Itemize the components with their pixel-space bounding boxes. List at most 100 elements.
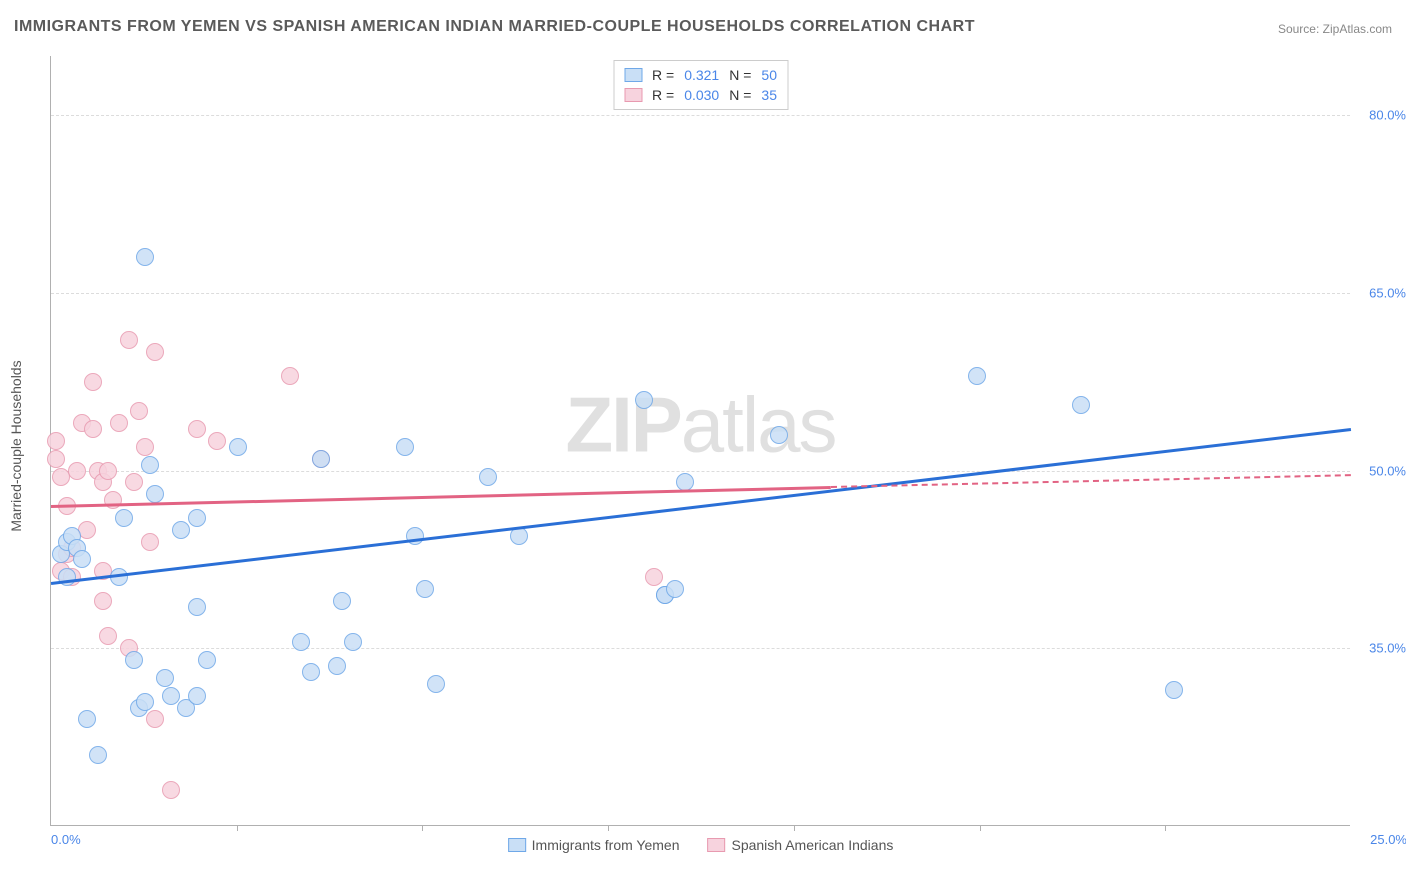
scatter-point-pink	[110, 414, 128, 432]
scatter-point-pink	[84, 373, 102, 391]
watermark-bold: ZIP	[565, 381, 680, 469]
scatter-point-blue	[78, 710, 96, 728]
scatter-point-pink	[84, 420, 102, 438]
scatter-point-blue	[146, 485, 164, 503]
scatter-point-blue	[292, 633, 310, 651]
scatter-point-pink	[136, 438, 154, 456]
scatter-point-pink	[281, 367, 299, 385]
scatter-point-blue	[229, 438, 247, 456]
scatter-point-blue	[635, 391, 653, 409]
scatter-point-blue	[1165, 681, 1183, 699]
gridline	[51, 115, 1350, 116]
y-tick-label: 35.0%	[1356, 641, 1406, 656]
legend-stats-row-blue: R = 0.321 N = 50	[624, 65, 777, 85]
scatter-point-blue	[136, 248, 154, 266]
x-tick	[237, 825, 238, 831]
scatter-point-blue	[427, 675, 445, 693]
x-tick	[794, 825, 795, 831]
n-value-blue: 50	[761, 65, 777, 85]
scatter-point-blue	[396, 438, 414, 456]
scatter-point-blue	[115, 509, 133, 527]
scatter-point-blue	[968, 367, 986, 385]
scatter-point-blue	[89, 746, 107, 764]
scatter-point-pink	[645, 568, 663, 586]
scatter-point-pink	[104, 491, 122, 509]
legend-stats-row-pink: R = 0.030 N = 35	[624, 85, 777, 105]
scatter-point-pink	[120, 331, 138, 349]
scatter-point-pink	[146, 343, 164, 361]
x-tick-label: 25.0%	[1370, 832, 1406, 847]
scatter-point-pink	[162, 781, 180, 799]
scatter-point-blue	[198, 651, 216, 669]
scatter-point-pink	[47, 432, 65, 450]
legend-stats: R = 0.321 N = 50 R = 0.030 N = 35	[613, 60, 788, 110]
r-value-blue: 0.321	[684, 65, 719, 85]
scatter-point-blue	[666, 580, 684, 598]
x-tick	[980, 825, 981, 831]
scatter-point-pink	[125, 473, 143, 491]
scatter-point-pink	[78, 521, 96, 539]
scatter-point-pink	[130, 402, 148, 420]
legend-label-pink: Spanish American Indians	[731, 837, 893, 853]
y-tick-label: 80.0%	[1356, 108, 1406, 123]
gridline	[51, 293, 1350, 294]
scatter-point-blue	[73, 550, 91, 568]
scatter-point-blue	[479, 468, 497, 486]
scatter-point-blue	[188, 598, 206, 616]
scatter-point-blue	[1072, 396, 1090, 414]
scatter-point-blue	[302, 663, 320, 681]
swatch-pink	[624, 88, 642, 102]
n-label-pink: N =	[729, 85, 751, 105]
scatter-point-pink	[141, 533, 159, 551]
scatter-point-blue	[136, 693, 154, 711]
y-axis-label: Married-couple Households	[8, 360, 24, 531]
chart-title: IMMIGRANTS FROM YEMEN VS SPANISH AMERICA…	[14, 18, 975, 36]
scatter-point-blue	[188, 687, 206, 705]
watermark-rest: atlas	[681, 381, 836, 469]
legend-label-blue: Immigrants from Yemen	[532, 837, 680, 853]
scatter-point-pink	[188, 420, 206, 438]
n-value-pink: 35	[761, 85, 777, 105]
scatter-point-blue	[162, 687, 180, 705]
swatch-blue-bottom	[508, 838, 526, 852]
scatter-point-blue	[188, 509, 206, 527]
scatter-point-pink	[99, 627, 117, 645]
r-label-pink: R =	[652, 85, 674, 105]
x-tick	[1165, 825, 1166, 831]
swatch-pink-bottom	[707, 838, 725, 852]
gridline	[51, 648, 1350, 649]
swatch-blue	[624, 68, 642, 82]
scatter-point-blue	[141, 456, 159, 474]
scatter-point-pink	[94, 592, 112, 610]
r-value-pink: 0.030	[684, 85, 719, 105]
scatter-point-blue	[770, 426, 788, 444]
legend-item-pink: Spanish American Indians	[707, 837, 893, 853]
scatter-point-blue	[58, 568, 76, 586]
scatter-point-blue	[416, 580, 434, 598]
scatter-point-blue	[333, 592, 351, 610]
scatter-point-blue	[125, 651, 143, 669]
chart-source: Source: ZipAtlas.com	[1278, 22, 1392, 36]
plot-area: ZIPatlas R = 0.321 N = 50 R = 0.030 N = …	[50, 56, 1350, 826]
scatter-point-pink	[146, 710, 164, 728]
x-tick-label: 0.0%	[51, 832, 81, 847]
watermark: ZIPatlas	[565, 380, 835, 471]
scatter-point-blue	[156, 669, 174, 687]
legend-series: Immigrants from Yemen Spanish American I…	[508, 837, 894, 853]
legend-item-blue: Immigrants from Yemen	[508, 837, 680, 853]
x-tick	[608, 825, 609, 831]
scatter-point-pink	[47, 450, 65, 468]
scatter-point-blue	[344, 633, 362, 651]
scatter-point-blue	[312, 450, 330, 468]
gridline	[51, 471, 1350, 472]
x-tick	[422, 825, 423, 831]
y-tick-label: 50.0%	[1356, 463, 1406, 478]
scatter-point-blue	[328, 657, 346, 675]
n-label-blue: N =	[729, 65, 751, 85]
scatter-point-pink	[99, 462, 117, 480]
scatter-point-pink	[68, 462, 86, 480]
r-label-blue: R =	[652, 65, 674, 85]
scatter-point-pink	[208, 432, 226, 450]
scatter-point-blue	[172, 521, 190, 539]
y-tick-label: 65.0%	[1356, 285, 1406, 300]
